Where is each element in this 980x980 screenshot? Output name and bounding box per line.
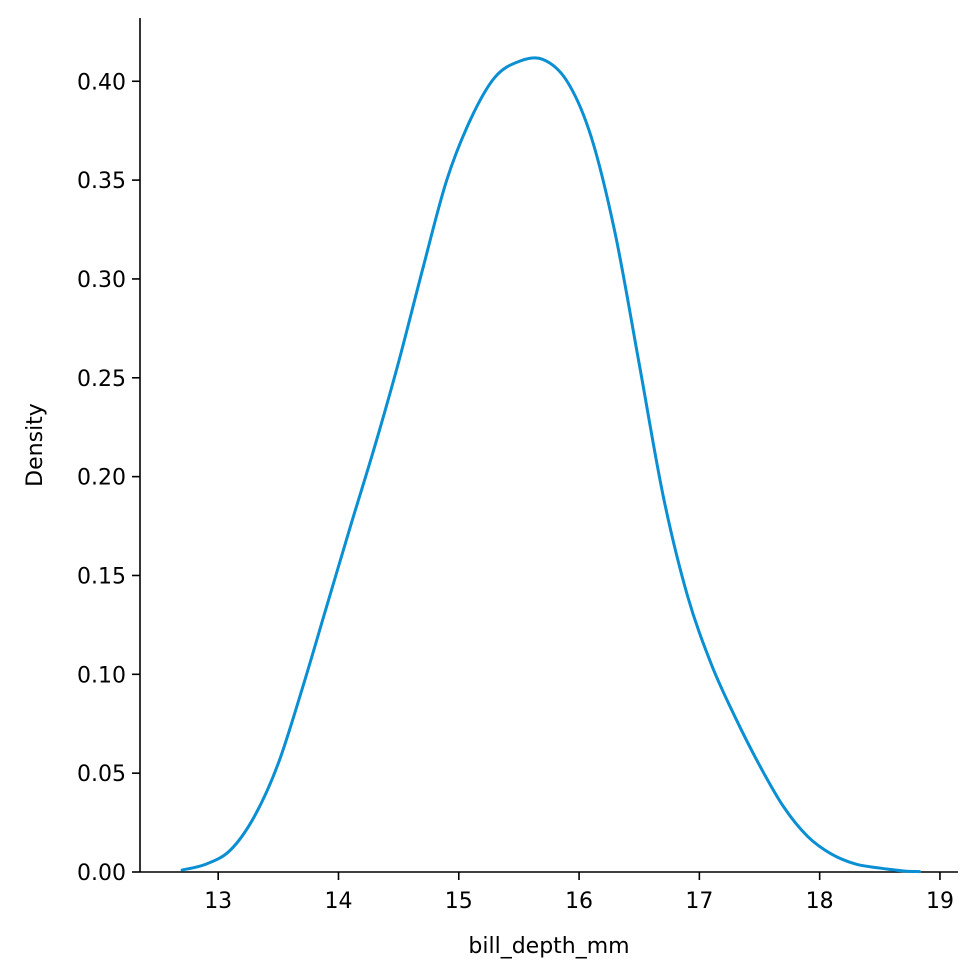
- y-tick-label: 0.05: [77, 762, 126, 787]
- x-tick-label: 17: [685, 889, 713, 914]
- plot-axes: [139, 18, 958, 873]
- x-tick-label: 15: [445, 889, 473, 914]
- x-axis-label: bill_depth_mm: [468, 934, 629, 959]
- y-tick-label: 0.20: [77, 466, 126, 491]
- x-tick-label: 19: [926, 889, 954, 914]
- y-tick-label: 0.10: [77, 663, 126, 688]
- y-tick-label: 0.35: [77, 169, 126, 194]
- y-tick-label: 0.00: [77, 861, 126, 886]
- x-tick-label: 14: [324, 889, 352, 914]
- y-tick-label: 0.15: [77, 564, 126, 589]
- x-tick-label: 16: [565, 889, 593, 914]
- x-axis-ticks: 13 14 15 16 17 18 19: [204, 872, 954, 914]
- y-axis-label: Density: [23, 403, 48, 487]
- y-axis-ticks: 0.00 0.05 0.10 0.15 0.20 0.25 0.30 0.35 0.40: [77, 70, 140, 886]
- y-tick-label: 0.30: [77, 268, 126, 293]
- y-tick-label: 0.40: [77, 70, 126, 95]
- density-curve: [180, 56, 922, 874]
- x-tick-label: 18: [806, 889, 834, 914]
- y-tick-label: 0.25: [77, 367, 126, 392]
- x-tick-label: 13: [204, 889, 232, 914]
